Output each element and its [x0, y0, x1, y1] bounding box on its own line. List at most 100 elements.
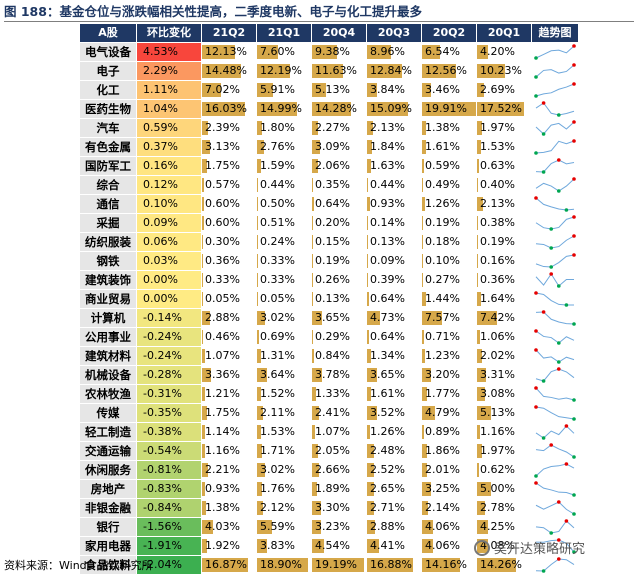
trend-min-dot: [572, 512, 576, 516]
value-cell: 2.69%: [477, 81, 531, 99]
trend-max-dot: [541, 101, 546, 105]
value-cell: 18.90%: [257, 556, 311, 574]
trend-sparkline: [535, 519, 575, 535]
value-bar: [257, 83, 273, 97]
value-cell: 0.16%: [477, 252, 531, 270]
value-text: 0.16%: [480, 254, 515, 267]
value-cell: 0.44%: [367, 176, 421, 194]
value-cell: 0.27%: [422, 271, 476, 289]
value-bar: [257, 102, 298, 116]
value-text: 0.13%: [370, 235, 405, 248]
sector-name: 电子: [80, 62, 136, 80]
value-bar: [257, 64, 290, 78]
value-bar: [477, 159, 479, 173]
trend-max-dot: [557, 500, 561, 504]
value-text: 0.10%: [425, 254, 460, 267]
value-cell: 0.19%: [312, 252, 366, 270]
value-bar: [367, 83, 378, 97]
value-text: 2.69%: [480, 83, 515, 96]
value-cell: 12.13%: [202, 43, 256, 61]
value-bar: [257, 558, 309, 572]
value-bar: [477, 520, 489, 534]
trend-min-dot: [534, 56, 538, 60]
sector-name: 有色金属: [80, 138, 136, 156]
value-cell: 1.92%: [202, 537, 256, 555]
value-bar: [257, 463, 266, 477]
value-text: 1.61%: [425, 140, 460, 153]
value-cell: 0.71%: [422, 328, 476, 346]
value-bar: [202, 197, 204, 211]
value-cell: 0.13%: [367, 233, 421, 251]
value-bar: [257, 482, 262, 496]
value-cell: 2.88%: [367, 518, 421, 536]
value-bar: [312, 482, 318, 496]
value-cell: 2.05%: [312, 442, 366, 460]
trend-sparkline: [535, 253, 576, 269]
value-text: 1.06%: [480, 330, 515, 343]
value-text: 14.26%: [480, 558, 522, 571]
value-cell: 3.83%: [257, 537, 311, 555]
value-text: 4.41%: [370, 539, 405, 552]
value-cell: 3.02%: [257, 461, 311, 479]
value-text: 1.59%: [260, 159, 295, 172]
value-bar: [367, 349, 371, 363]
value-text: 1.52%: [260, 387, 295, 400]
value-cell: 16.03%: [202, 100, 256, 118]
value-cell: 2.76%: [257, 138, 311, 156]
value-text: 1.61%: [370, 387, 405, 400]
value-bar: [367, 273, 369, 287]
value-bar: [422, 197, 426, 211]
trend-min-dot: [534, 75, 538, 79]
value-text: 1.16%: [205, 444, 240, 457]
value-cell: 1.61%: [367, 385, 421, 403]
value-text: 0.30%: [205, 235, 240, 248]
sector-name: 纺织服装: [80, 233, 136, 251]
value-text: 0.49%: [425, 178, 460, 191]
table-header-row: A股 环比变化 21Q2 21Q1 20Q4 20Q3 20Q2 20Q1 趋势…: [80, 24, 578, 43]
value-cell: 0.13%: [312, 290, 366, 308]
value-bar: [312, 368, 323, 382]
value-text: 3.09%: [315, 140, 350, 153]
table-row: 有色金属 0.37% 3.13% 2.76% 3.09% 1.84% 1.61% 1.53%: [80, 138, 578, 157]
trend-max-dot: [534, 329, 538, 333]
value-bar: [202, 311, 210, 325]
value-text: 2.05%: [315, 444, 350, 457]
value-text: 0.84%: [315, 349, 350, 362]
value-bar: [202, 235, 203, 249]
value-bar: [202, 501, 206, 515]
value-cell: 0.29%: [312, 328, 366, 346]
change-cell: -0.83%: [137, 480, 201, 498]
trend-min-dot: [572, 398, 576, 402]
value-text: 5.00%: [480, 482, 515, 495]
value-cell: 2.65%: [367, 480, 421, 498]
value-cell: 2.52%: [367, 461, 421, 479]
value-bar: [202, 330, 204, 344]
change-cell: 0.37%: [137, 138, 201, 156]
change-cell: 0.03%: [137, 252, 201, 270]
trend-min-dot: [549, 265, 553, 269]
trend-line: [535, 273, 574, 287]
value-cell: 2.02%: [477, 347, 531, 365]
trend-min-dot: [541, 436, 546, 440]
change-cell: -0.84%: [137, 499, 201, 517]
trend-line: [535, 235, 575, 249]
value-text: 0.60%: [205, 197, 240, 210]
value-bar: [312, 520, 321, 534]
value-text: 2.78%: [480, 501, 515, 514]
change-cell: -0.31%: [137, 385, 201, 403]
value-text: 2.39%: [205, 121, 240, 134]
value-bar: [422, 330, 424, 344]
value-bar: [312, 273, 313, 287]
value-bar: [367, 140, 372, 154]
value-text: 0.24%: [260, 235, 295, 248]
trend-sparkline: [535, 424, 575, 440]
trend-min-dot: [557, 189, 561, 193]
value-text: 2.01%: [425, 463, 460, 476]
trend-line: [535, 216, 575, 230]
value-text: 2.88%: [370, 520, 405, 533]
value-cell: 3.13%: [202, 138, 256, 156]
value-text: 0.62%: [480, 463, 515, 476]
value-text: 1.63%: [370, 159, 405, 172]
change-cell: -1.91%: [137, 537, 201, 555]
table-row: 综合 0.12% 0.57% 0.44% 0.35% 0.44% 0.49% 0.40%: [80, 176, 578, 195]
